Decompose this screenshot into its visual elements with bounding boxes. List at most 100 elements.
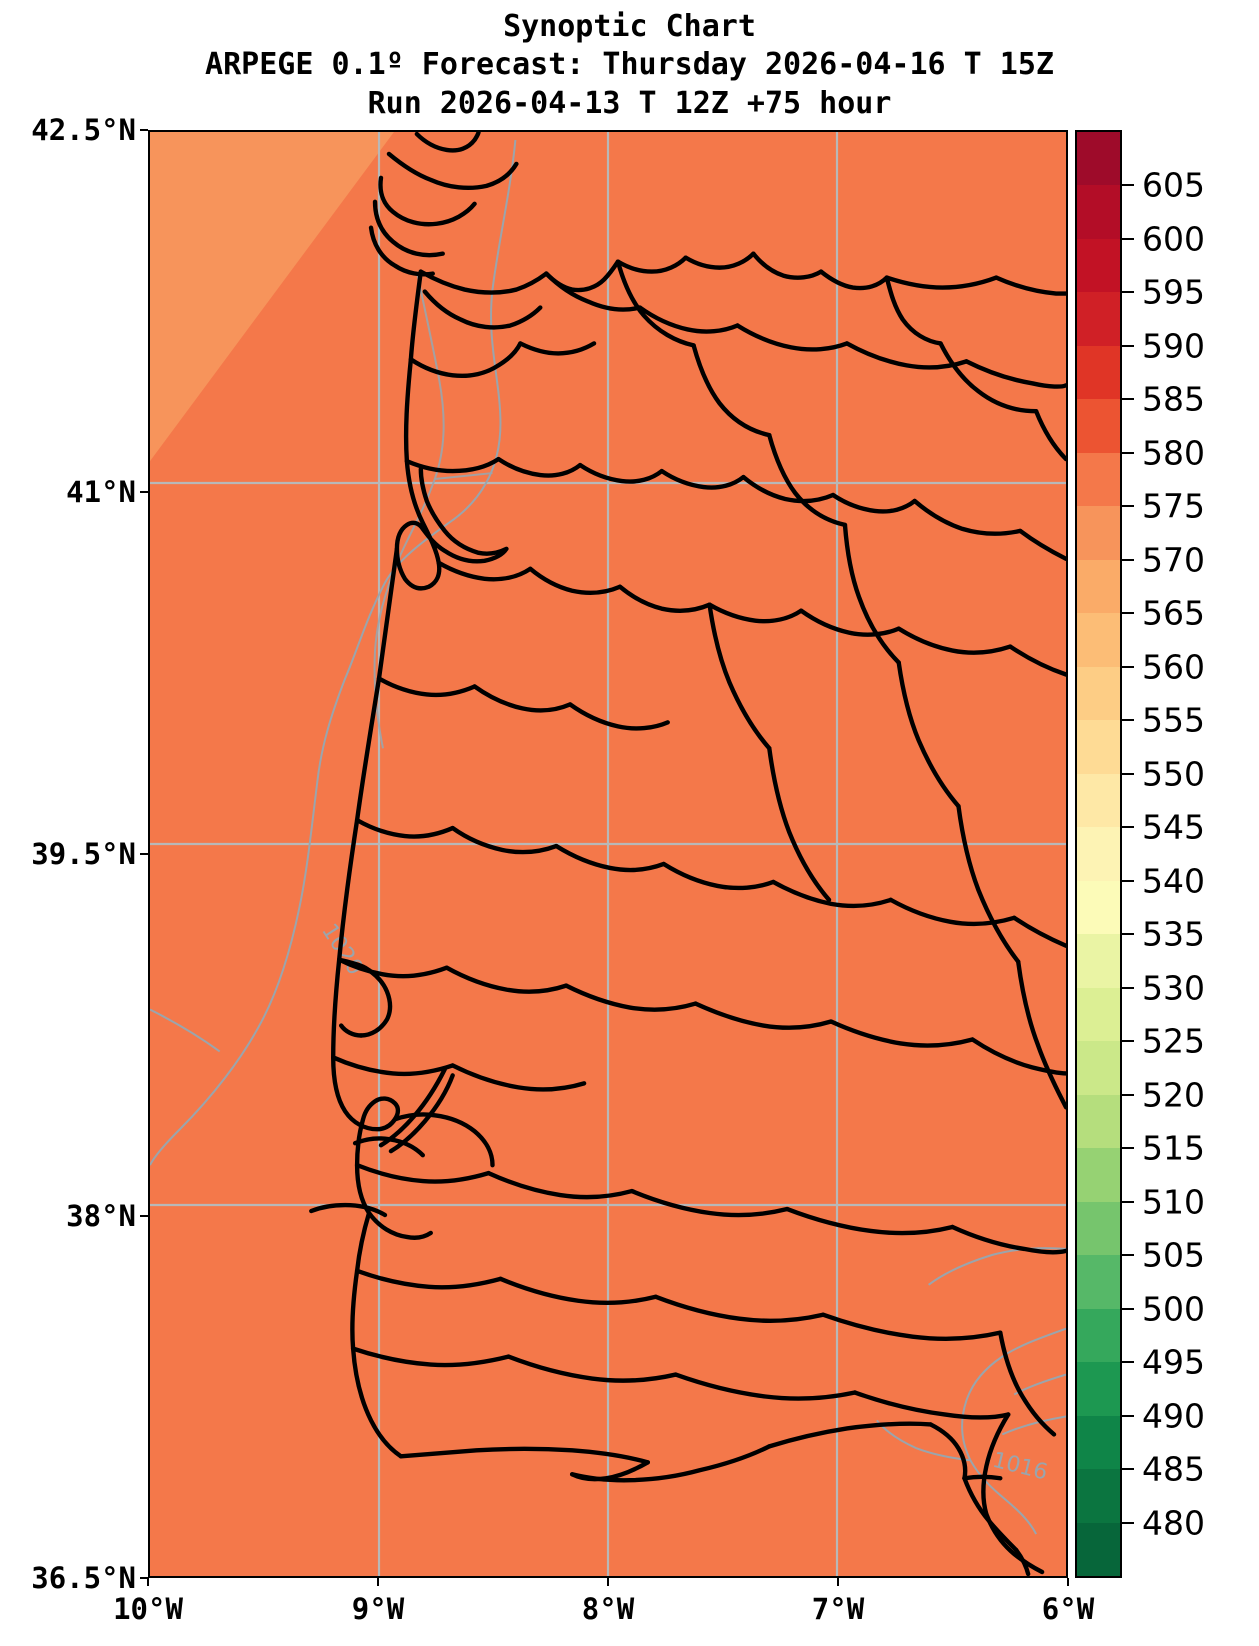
colorbar-tick-label-510: 510 [1142, 1182, 1205, 1222]
x-tick-mark-0 [147, 1578, 149, 1586]
x-tick-mark-4 [1067, 1578, 1069, 1586]
y-tick-label-4: 36.5°N [31, 1561, 136, 1595]
colorbar-tick-mark-500 [1122, 1307, 1134, 1310]
colorbar-band-570-575 [1077, 506, 1120, 561]
colorbar-tick-mark-565 [1122, 612, 1134, 615]
colorbar-tick-mark-505 [1122, 1254, 1134, 1257]
colorbar-tick-label-525: 525 [1142, 1021, 1205, 1061]
colorbar-tick-label-600: 600 [1142, 219, 1205, 259]
y-tick-mark-2 [140, 853, 148, 855]
colorbar-tick-label-495: 495 [1142, 1342, 1205, 1382]
colorbar[interactable] [1075, 130, 1122, 1578]
y-tick-label-1: 41°N [66, 475, 136, 509]
colorbar-tick-label-535: 535 [1142, 914, 1205, 954]
colorbar-tick-mark-480 [1122, 1521, 1134, 1524]
colorbar-band-595-600 [1077, 238, 1120, 294]
y-tick-label-2: 39.5°N [31, 837, 136, 871]
colorbar-tick-label-560: 560 [1142, 647, 1205, 687]
run-subtitle: Run 2026-04-13 T 12Z +75 hour [367, 85, 892, 121]
x-tick-label-3: 7°W [811, 1592, 865, 1626]
page-title: Synoptic Chart [503, 9, 756, 44]
colorbar-tick-label-575: 575 [1142, 486, 1205, 526]
colorbar-band-525-530 [1077, 987, 1120, 1042]
colorbar-tick-label-550: 550 [1142, 754, 1205, 794]
y-tick-mark-1 [140, 491, 148, 493]
colorbar-band-580-585 [1077, 399, 1120, 454]
colorbar-tick-mark-590 [1122, 344, 1134, 347]
colorbar-tick-mark-530 [1122, 986, 1134, 989]
colorbar-band-510-515 [1077, 1148, 1120, 1203]
colorbar-band-540-545 [1077, 827, 1120, 882]
colorbar-tick-label-555: 555 [1142, 700, 1205, 740]
colorbar-tick-label-570: 570 [1142, 540, 1205, 580]
colorbar-tick-mark-560 [1122, 665, 1134, 668]
colorbar-tick-label-590: 590 [1142, 326, 1205, 366]
field-band-570-575 [150, 132, 394, 462]
synoptic-map-svg: 1020 1016 [150, 132, 1066, 1576]
colorbar-tick-label-595: 595 [1142, 272, 1205, 312]
colorbar-band-560-565 [1077, 613, 1120, 668]
x-axis: 10°W 9°W 8°W 7°W 6°W [0, 1578, 1259, 1646]
colorbar-tick-mark-515 [1122, 1147, 1134, 1150]
colorbar-tick-mark-585 [1122, 398, 1134, 401]
colorbar-tick-label-530: 530 [1142, 968, 1205, 1008]
colorbar-tick-mark-520 [1122, 1093, 1134, 1096]
colorbar-tick-mark-580 [1122, 451, 1134, 454]
y-tick-mark-4 [140, 1577, 148, 1579]
gridlines [150, 132, 1066, 1576]
colorbar-tick-mark-490 [1122, 1414, 1134, 1417]
x-tick-label-4: 6°W [1041, 1592, 1095, 1626]
colorbar-band-530-535 [1077, 934, 1120, 989]
colorbar-tick-label-515: 515 [1142, 1128, 1205, 1168]
colorbar-tick-mark-555 [1122, 719, 1134, 722]
colorbar-tick-mark-525 [1122, 1040, 1134, 1043]
forecast-subtitle: ARPEGE 0.1º Forecast: Thursday 2026-04-1… [205, 47, 1054, 83]
x-tick-label-0: 10°W [113, 1592, 183, 1626]
colorbar-tick-mark-575 [1122, 505, 1134, 508]
colorbar-tick-mark-605 [1122, 184, 1134, 187]
colorbar-tick-mark-535 [1122, 933, 1134, 936]
x-tick-mark-2 [607, 1578, 609, 1586]
colorbar-tick-label-480: 480 [1142, 1503, 1205, 1543]
y-tick-mark-3 [140, 1215, 148, 1217]
colorbar-tick-label-490: 490 [1142, 1396, 1205, 1436]
colorbar-tick-mark-540 [1122, 879, 1134, 882]
colorbar-tick-label-565: 565 [1142, 593, 1205, 633]
y-tick-label-0: 42.5°N [31, 113, 136, 147]
y-tick-mark-0 [140, 129, 148, 131]
colorbar-band-475-480 [1077, 1522, 1120, 1576]
colorbar-band-600-605 [1077, 185, 1120, 240]
colorbar-tick-label-540: 540 [1142, 861, 1205, 901]
colorbar-band-565-570 [1077, 559, 1120, 615]
map-plot-area[interactable]: 1020 1016 [148, 130, 1068, 1578]
colorbar-tick-label-520: 520 [1142, 1075, 1205, 1115]
colorbar-tick-label-580: 580 [1142, 433, 1205, 473]
colorbar-band-605-610 [1077, 132, 1120, 187]
colorbar-band-520-525 [1077, 1041, 1120, 1096]
colorbar-tick-label-585: 585 [1142, 379, 1205, 419]
colorbar-band-555-560 [1077, 666, 1120, 722]
colorbar-band-505-510 [1077, 1201, 1120, 1256]
map-canvas: 1020 1016 [150, 132, 1066, 1576]
colorbar-tick-mark-595 [1122, 291, 1134, 294]
colorbar-tick-mark-550 [1122, 772, 1134, 775]
country-borders [309, 132, 1066, 1576]
colorbar-band-515-520 [1077, 1094, 1120, 1149]
colorbar-band-495-500 [1077, 1308, 1120, 1363]
y-tick-label-3: 38°N [66, 1199, 136, 1233]
colorbar-tick-label-605: 605 [1142, 165, 1205, 205]
x-tick-label-1: 9°W [351, 1592, 405, 1626]
colorbar-tick-label-485: 485 [1142, 1449, 1205, 1489]
colorbar-ticks: 605 600 595 590 585 580 575 570 565 560 555 550 545 5… [1122, 130, 1259, 1578]
colorbar-tick-mark-495 [1122, 1361, 1134, 1364]
colorbar-band-590-595 [1077, 292, 1120, 347]
colorbar-tick-mark-600 [1122, 237, 1134, 240]
colorbar-tick-label-545: 545 [1142, 807, 1205, 847]
colorbar-band-575-580 [1077, 452, 1120, 508]
colorbar-tick-mark-485 [1122, 1468, 1134, 1471]
colorbar-tick-mark-570 [1122, 558, 1134, 561]
colorbar-tick-label-505: 505 [1142, 1235, 1205, 1275]
x-tick-label-2: 8°W [581, 1592, 635, 1626]
chart-title-block: Synoptic Chart ARPEGE 0.1º Forecast: Thu… [0, 8, 1259, 123]
colorbar-band-500-505 [1077, 1255, 1120, 1310]
